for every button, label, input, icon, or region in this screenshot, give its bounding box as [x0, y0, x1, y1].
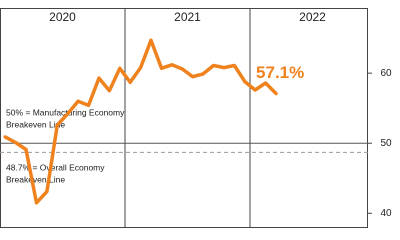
year-label: 2020 — [49, 10, 76, 24]
y-tick-label: 40 — [380, 208, 392, 219]
y-tick-label: 50 — [380, 138, 392, 149]
reference-label: 48.7% = Overall Economy — [6, 163, 105, 173]
reference-label: Breakeven Line — [6, 175, 65, 185]
year-label: 2021 — [174, 10, 201, 24]
y-tick-label: 60 — [380, 68, 392, 79]
plot-frame — [0, 8, 368, 228]
year-label: 2022 — [299, 10, 326, 24]
data-line — [3, 38, 278, 205]
chart: 2020 2021 2022 40 50 60 50% = Manufacturing Ec… — [0, 8, 392, 228]
end-label: 57.1% — [256, 63, 304, 82]
reference-label: 50% = Manufacturing Economy — [6, 107, 125, 117]
reference-label: Breakeven Line — [6, 119, 65, 129]
